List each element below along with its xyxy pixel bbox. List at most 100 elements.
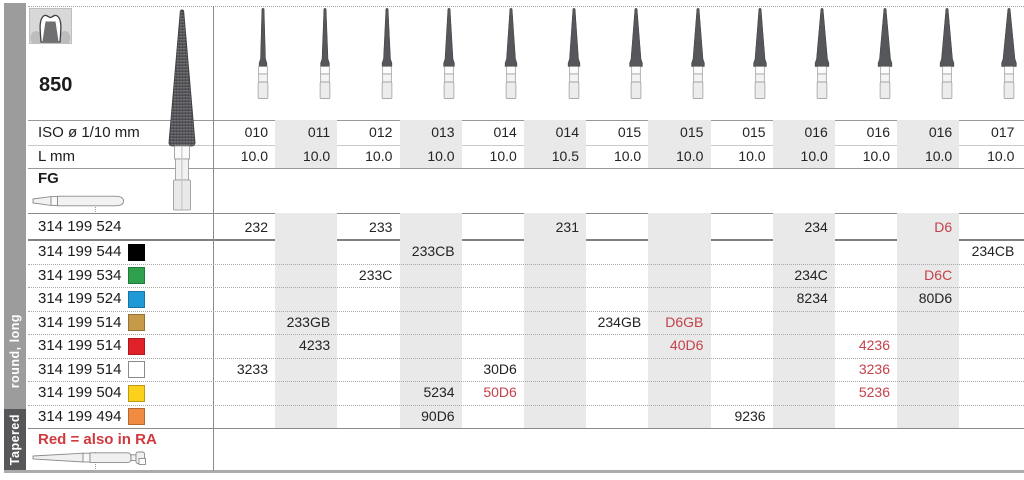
bottom-border [4,470,1024,473]
order-number: 314 199 514 [38,337,122,354]
iso-value: 016 [928,124,953,140]
catalog-number: 233C [358,266,393,283]
catalog-number: 3236 [858,360,890,377]
column-stripe [399,213,462,428]
column-stripe [399,120,462,168]
top-border [28,6,1024,7]
order-number: 314 199 514 [38,360,122,378]
catalog-number: 232 [244,219,268,235]
catalog-number: 233CB [411,243,455,259]
bur-image [748,5,772,100]
length-row-label: L mm [38,148,75,165]
grit-color-chip [128,290,145,308]
fg-shank-label: FG [38,170,59,187]
grit-color-chip [128,243,145,261]
round-long-label: round, long [8,314,22,389]
bur-image [624,5,648,100]
row-divider [28,334,1024,335]
l-value: 10.0 [240,148,268,164]
ra-legend: Red = also in RA [38,431,157,448]
catalog-number: 3233 [236,360,268,377]
column-stripe [897,213,960,428]
fg-bur-icon [31,192,127,210]
category-label-tapered: Tapered [4,409,26,471]
category-label-round-long: round, long [4,294,26,409]
tooth-crown-icon [29,8,72,44]
column-stripe [275,213,338,428]
iso-value: 015 [742,124,766,140]
column-stripe [524,213,587,428]
iso-value: 015 [617,124,642,140]
bur-photo-850 [150,6,214,212]
catalog-number: 231 [555,219,579,235]
grit-color-chip [128,361,145,379]
bur-image [251,5,275,100]
order-number: 314 199 544 [38,243,122,260]
tapered-label: Tapered [8,414,22,466]
column-stripe [648,213,711,428]
grit-color-chip [128,408,145,426]
catalog-number: 80D6 [918,290,953,306]
catalog-number: 4236 [858,337,890,353]
figure-number: 850 [39,74,73,96]
order-number: 314 199 524 [38,218,122,235]
catalog-number: 234CB [971,243,1015,259]
grit-color-chip [128,267,145,285]
side-strip: round, long Tapered [4,3,26,471]
label-grid-separator [213,6,214,471]
divider [28,428,1024,429]
catalog-number: 40D6 [669,337,704,353]
iso-value: 016 [866,124,890,140]
bur-image [562,5,586,100]
catalog-number: 234C [794,266,828,283]
l-value: 10.0 [738,148,766,164]
catalog-number: 5234 [423,384,455,400]
bur-image [686,5,710,100]
catalog-number: D6 [934,219,953,235]
l-value: 10.0 [800,148,828,164]
l-value: 10.0 [302,148,331,164]
column-stripe [772,213,835,428]
bur-image [810,5,834,100]
l-value: 10.0 [862,148,890,164]
catalog-number: 234 [804,219,828,235]
iso-value: 010 [244,124,268,140]
iso-value: 012 [369,124,393,140]
bur-image [437,5,461,100]
iso-value: 014 [555,124,579,140]
catalog-number: 9236 [734,407,766,424]
catalog-number: 90D6 [421,407,455,424]
column-stripe [897,120,960,168]
bur-image [997,5,1021,100]
grit-color-chip [128,314,145,332]
bur-image [873,5,897,100]
l-value: 10.0 [987,148,1015,164]
iso-value: 016 [804,124,828,140]
catalog-number: D6GB [665,313,704,330]
row-divider [28,381,1024,382]
order-number: 314 199 514 [38,313,122,331]
catalog-number: 233GB [286,313,331,330]
l-value: 10.0 [676,148,704,164]
catalog-number: 233 [369,219,393,235]
row-divider [28,310,1024,312]
catalog-number: D6C [924,266,953,283]
column-stripe [772,120,835,168]
catalog-number: 8234 [796,290,828,306]
bur-image [499,5,523,100]
iso-value: 014 [493,124,517,140]
iso-value: 015 [680,124,704,140]
l-value: 10.0 [924,148,953,164]
column-stripe [648,120,711,168]
catalog-number: 234GB [597,313,642,330]
l-value: 10.5 [551,148,579,164]
row-divider [28,357,1024,359]
row-divider [28,287,1024,288]
row-divider [28,263,1024,265]
iso-row-label: ISO ø 1/10 mm [38,124,140,141]
catalog-number: 5236 [858,384,890,400]
order-number: 314 199 504 [38,384,122,401]
l-value: 10.0 [489,148,517,164]
bur-image [935,5,959,100]
